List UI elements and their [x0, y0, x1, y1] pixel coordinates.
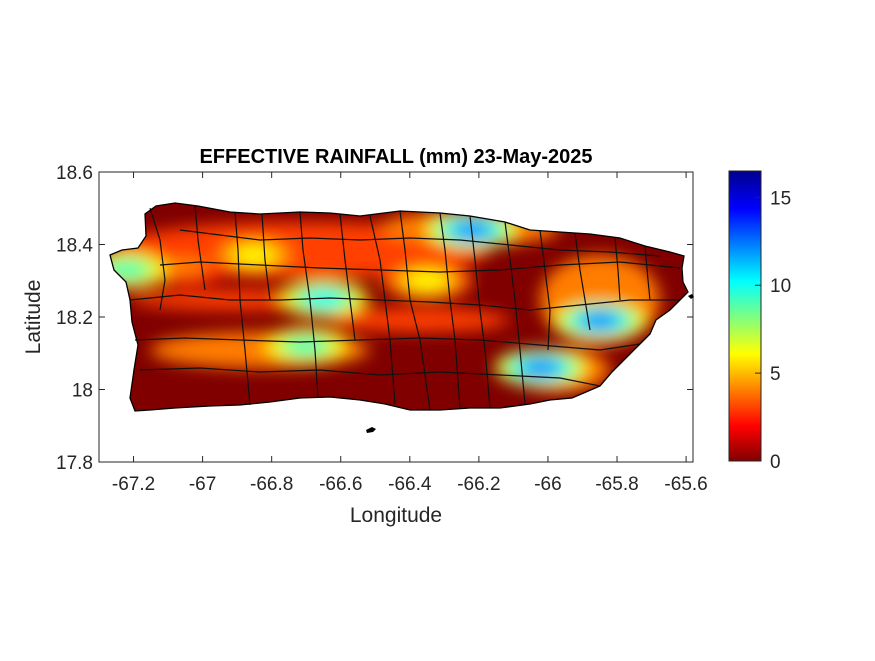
municipal-border — [339, 213, 356, 341]
rain-cell — [165, 257, 205, 276]
rain-cell — [286, 336, 326, 356]
offshore-islet — [688, 294, 694, 299]
x-tick-label: -67.2 — [112, 474, 155, 495]
municipal-border — [439, 212, 461, 409]
y-tick-label: 18.2 — [56, 308, 93, 329]
rain-cell — [580, 311, 620, 330]
y-tick-label: 17.8 — [56, 453, 93, 474]
municipal-border — [614, 237, 621, 301]
municipal-border — [469, 215, 491, 409]
y-axis-ticks: 18.6 18.4 18.2 18 17.8 — [56, 163, 693, 474]
y-tick-label: 18 — [72, 381, 93, 402]
x-tick-label: -67 — [189, 474, 216, 495]
municipal-border — [539, 229, 551, 351]
x-tick-label: -65.6 — [664, 474, 707, 495]
x-axis-ticks: -67.2 -67 -66.8 -66.6 -66.4 -66.2 -66 -65.8 -65.… — [112, 172, 708, 495]
rain-cell — [407, 271, 447, 290]
colorbar-tick-label: 0 — [770, 452, 781, 473]
caja-de-muerto-island — [366, 427, 376, 433]
rain-cell — [521, 358, 561, 377]
colorbar-tick-label: 5 — [770, 364, 781, 385]
municipal-border — [149, 207, 166, 311]
x-tick-label: -66.2 — [457, 474, 500, 495]
municipal-border — [159, 261, 681, 273]
x-tick-label: -66.4 — [388, 474, 432, 495]
y-tick-label: 18.4 — [56, 236, 93, 257]
x-tick-label: -66 — [534, 474, 561, 495]
municipal-border — [129, 294, 680, 311]
x-tick-label: -66.6 — [319, 474, 362, 495]
municipal-border — [644, 245, 651, 301]
municipal-border — [194, 204, 206, 291]
municipal-border — [504, 221, 526, 405]
municipal-borders — [129, 204, 681, 411]
rain-cell — [235, 246, 274, 265]
municipal-border — [261, 213, 271, 301]
colorbar-ticks: 15 10 5 0 — [755, 188, 791, 473]
island-outline — [109, 202, 689, 412]
x-axis-label: Longitude — [350, 504, 442, 527]
municipal-border — [179, 229, 661, 257]
rain-cell — [304, 289, 343, 309]
rain-band — [330, 308, 510, 332]
municipal-border — [299, 211, 319, 399]
colorbar-tick-label: 10 — [770, 276, 791, 297]
municipal-border — [134, 337, 641, 351]
municipal-border — [399, 210, 431, 411]
y-axis-label: Latitude — [22, 280, 45, 355]
colorbar — [728, 170, 762, 462]
chart-title: EFFECTIVE RAINFALL (mm) 23-May-2025 — [199, 146, 592, 168]
x-tick-label: -66.8 — [250, 474, 293, 495]
municipal-border — [574, 232, 591, 331]
colorbar-tick-label: 15 — [770, 188, 791, 209]
x-tick-label: -65.8 — [595, 474, 638, 495]
y-tick-label: 18.6 — [56, 163, 93, 184]
municipal-border — [139, 367, 601, 387]
